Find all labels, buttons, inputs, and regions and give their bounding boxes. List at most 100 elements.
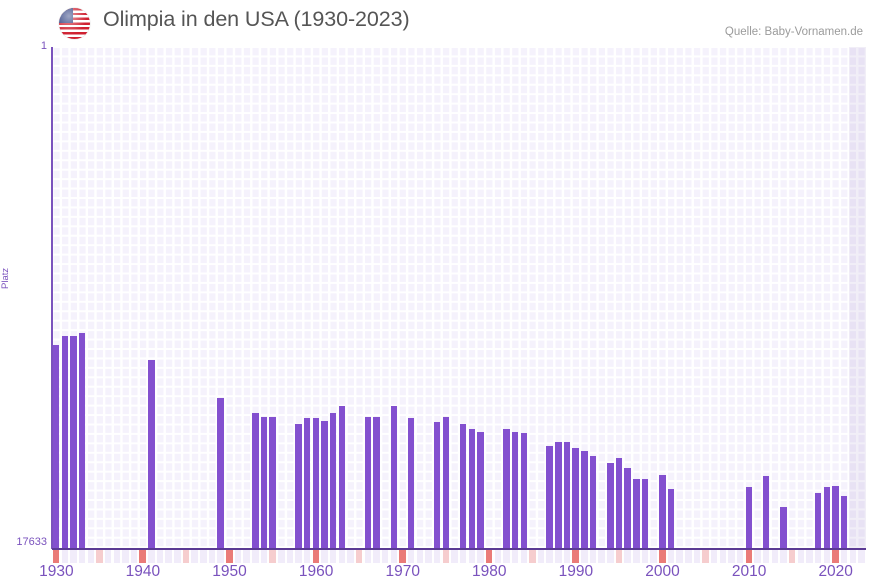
x-axis-tick-marker bbox=[788, 550, 796, 563]
x-axis-tick-label: 1990 bbox=[558, 563, 594, 580]
bar bbox=[61, 335, 68, 549]
x-axis-tick-marker bbox=[451, 550, 458, 563]
x-axis-tick-marker bbox=[624, 550, 631, 563]
x-axis-tick-marker bbox=[840, 550, 848, 563]
x-axis-tick-marker bbox=[589, 550, 597, 563]
bar bbox=[641, 478, 649, 549]
page-title: Olimpia in den USA (1930-2023) bbox=[103, 7, 410, 31]
y-axis-tick-top: 1 bbox=[40, 40, 47, 52]
x-axis-tick-marker bbox=[459, 550, 467, 563]
x-axis-tick-marker bbox=[182, 550, 190, 563]
x-axis-tick-marker bbox=[650, 550, 657, 563]
x-axis-tick-marker bbox=[693, 550, 701, 563]
x-axis-tick-label: 1940 bbox=[125, 563, 161, 580]
bar bbox=[390, 406, 398, 549]
x-axis-tick-marker bbox=[70, 550, 77, 563]
x-axis-tick-marker bbox=[200, 550, 207, 563]
x-axis-tick-marker bbox=[330, 550, 337, 563]
x-axis-tick-marker bbox=[780, 550, 787, 563]
bar bbox=[546, 446, 553, 549]
bar bbox=[823, 487, 831, 549]
x-axis-tick-marker bbox=[503, 550, 510, 563]
x-axis-tick-marker bbox=[234, 550, 242, 563]
x-axis-tick-label: 1950 bbox=[212, 563, 247, 580]
grid-lines bbox=[52, 47, 866, 549]
x-axis-tick-marker bbox=[442, 550, 450, 563]
x-axis-tick-marker bbox=[858, 550, 865, 563]
x-axis-tick-marker bbox=[520, 550, 527, 563]
bar bbox=[330, 413, 337, 549]
plot-area bbox=[52, 47, 866, 549]
x-axis-tick-marker bbox=[814, 550, 822, 563]
bar bbox=[477, 432, 484, 549]
chart-header: Olimpia in den USA (1930-2023) Quelle: B… bbox=[0, 0, 873, 47]
x-axis-tick-marker bbox=[104, 550, 112, 563]
x-axis-tick-marker bbox=[208, 550, 216, 563]
bar bbox=[364, 417, 372, 549]
x-axis-tick-marker bbox=[494, 550, 501, 563]
y-axis-tick-bottom: 17633 bbox=[16, 536, 47, 548]
x-axis-tick-marker bbox=[373, 550, 380, 563]
x-axis-tick-marker bbox=[269, 550, 276, 563]
x-axis-tick-marker bbox=[243, 550, 250, 563]
x-axis-tick-marker bbox=[581, 550, 588, 563]
x-axis-tick-marker bbox=[52, 550, 60, 563]
x-axis-tick-marker bbox=[572, 550, 579, 563]
x-axis-tick-marker bbox=[563, 550, 571, 563]
x-axis-tick-marker bbox=[260, 550, 268, 563]
x-axis-tick-marker bbox=[312, 550, 320, 563]
x-axis-tick-marker bbox=[719, 550, 727, 563]
bar bbox=[563, 441, 571, 549]
bar-series bbox=[52, 47, 866, 549]
bar bbox=[762, 475, 770, 549]
x-axis-tick-marker bbox=[633, 550, 640, 563]
y-axis-line bbox=[51, 47, 53, 549]
bar bbox=[745, 486, 753, 549]
x-axis-tick-marker bbox=[416, 550, 424, 563]
bar bbox=[78, 332, 86, 549]
x-axis-tick-marker bbox=[148, 550, 155, 563]
x-axis-tick-marker bbox=[165, 550, 172, 563]
x-axis-tick-marker bbox=[546, 550, 553, 563]
x-axis-tick-marker bbox=[355, 550, 363, 563]
bar bbox=[511, 432, 519, 549]
x-axis-tick-label: 2010 bbox=[731, 563, 767, 580]
x-axis-tick-marker bbox=[139, 550, 146, 563]
x-axis-tick-marker bbox=[598, 550, 605, 563]
y-axis-title: Platz bbox=[0, 267, 11, 289]
x-axis-tick-marker bbox=[78, 550, 86, 563]
x-axis-tick-marker bbox=[286, 550, 294, 563]
x-axis-tick-label: 2000 bbox=[645, 563, 680, 580]
x-axis-tick-label: 1970 bbox=[385, 563, 420, 580]
x-axis-tick-marker bbox=[399, 550, 406, 563]
bar bbox=[312, 418, 320, 549]
x-axis-tick-label: 1980 bbox=[472, 563, 507, 580]
x-axis-tick-marker bbox=[364, 550, 372, 563]
bar bbox=[252, 412, 259, 549]
x-axis-tick-marker bbox=[433, 550, 441, 563]
x-axis-tick-marker bbox=[295, 550, 302, 563]
x-axis-tick-marker bbox=[390, 550, 398, 563]
x-axis-tick-label: 1930 bbox=[39, 563, 74, 580]
x-axis-tick-marker bbox=[425, 550, 432, 563]
flag-gloss bbox=[59, 8, 90, 39]
x-axis-line bbox=[52, 548, 866, 550]
x-axis-tick-marker bbox=[87, 550, 94, 563]
us-flag-icon bbox=[59, 8, 90, 39]
x-axis-tick-marker bbox=[771, 550, 779, 563]
x-axis-tick-marker bbox=[252, 550, 259, 563]
x-axis-tick-marker bbox=[485, 550, 493, 563]
bar bbox=[503, 429, 510, 549]
bar bbox=[607, 463, 614, 549]
x-axis-tick-marker bbox=[226, 550, 233, 563]
x-axis-tick-marker bbox=[806, 550, 813, 563]
x-axis-tick-marker bbox=[823, 550, 831, 563]
x-axis-tick-marker bbox=[304, 550, 311, 563]
x-axis-tick-marker bbox=[667, 550, 675, 563]
x-axis-tick-label: 2020 bbox=[818, 563, 853, 580]
source-attribution: Quelle: Baby-Vornamen.de bbox=[724, 26, 863, 38]
bar bbox=[217, 397, 224, 549]
x-axis-tick-marker bbox=[607, 550, 614, 563]
x-axis-tick-marker bbox=[737, 550, 744, 563]
bar bbox=[70, 335, 77, 549]
